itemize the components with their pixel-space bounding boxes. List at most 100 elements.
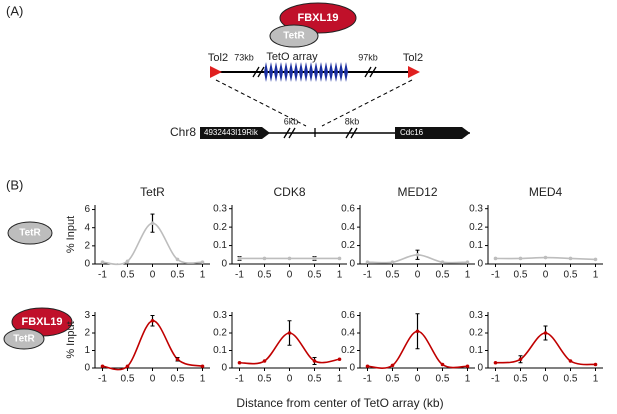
y-tick-label: 0.4 [341,328,355,339]
y-tick-label: 1 [84,345,90,356]
y-tick-label: 6 [84,204,90,215]
panel-label: (A) [6,3,23,18]
data-point [568,359,573,363]
x-tick-label: -1 [491,374,500,385]
data-point [365,260,370,264]
fbxl19-label: FBXL19 [22,316,63,328]
data-point [593,362,598,367]
chart-title: MED12 [397,185,437,199]
y-tick-label: 0.2 [213,328,227,339]
gene-box [395,127,470,139]
data-point [200,260,205,264]
x-tick-label: 1 [465,270,471,281]
y-tick-label: 0.6 [341,310,355,321]
x-tick-label: 0 [415,270,421,281]
dashed-line [321,79,413,127]
fbxl19-label: FBXL19 [298,12,339,24]
data-point [390,260,395,264]
x-tick-label: -1 [98,374,107,385]
x-tick-label: 0.5 [171,374,185,385]
x-tick-label: 0.5 [121,374,135,385]
x-tick-label: 0.5 [308,374,322,385]
data-point [312,359,317,363]
data-point [237,360,242,365]
x-tick-label: -1 [363,270,372,281]
data-point [465,364,470,369]
y-tick-label: 0.6 [341,203,355,214]
y-tick-label: 0.2 [469,222,483,233]
array-label: TetO array [266,51,318,63]
x-tick-label: 0.5 [386,270,400,281]
chart-title: CDK8 [273,185,305,199]
data-point [593,257,598,262]
y-axis-label: % Input [65,216,77,253]
y-tick-label: 0.3 [213,203,227,214]
x-tick-label: 0 [415,374,421,385]
y-tick-label: 2 [84,328,90,339]
y-tick-label: 0.2 [341,240,355,251]
teto-array [264,62,348,82]
y-tick-label: 0 [349,259,355,270]
y-tick-label: 0.4 [341,222,355,233]
distance-label: 8kb [345,116,360,126]
distance-label: 97kb [358,52,378,62]
data-point [312,256,317,261]
y-tick-label: 0.3 [469,203,483,214]
data-point [493,256,498,261]
x-tick-label: 1 [337,374,343,385]
gene-label: Cdc16 [400,128,424,137]
chart-title: TetR [140,185,165,199]
data-point [237,256,242,261]
data-point [568,256,573,261]
tetr-label: TetR [283,31,305,42]
x-tick-label: 1 [593,374,599,385]
y-tick-label: 3 [84,310,90,321]
y-tick-label: 0 [84,363,90,374]
x-tick-label: -1 [235,374,244,385]
data-point [543,331,548,335]
data-point [337,256,342,261]
data-point [518,357,523,362]
y-tick-label: 0.1 [213,240,227,251]
y-tick-label: 0.2 [341,345,355,356]
x-tick-label: 0.5 [564,270,578,281]
x-tick-label: 0.5 [121,270,135,281]
y-tick-label: 0 [84,259,90,270]
tetr-label: TetR [13,334,35,345]
x-tick-label: 0 [287,374,293,385]
tol2-arrow [210,66,222,78]
data-point [543,255,548,260]
x-tick-label: 0.5 [514,270,528,281]
data-point [100,364,105,369]
data-line [102,319,203,371]
tetr-shape [7,221,53,245]
data-point [390,363,395,368]
x-tick-label: 0.5 [514,374,528,385]
gene-box [200,127,270,139]
tetr-label: TetR [19,228,41,239]
tol2-arrow [408,66,420,78]
chromosome-label: Chr8 [170,125,196,139]
distance-label: 73kb [234,52,254,62]
data-point [365,364,370,369]
data-point [287,256,292,261]
dashed-line [215,79,307,127]
x-tick-label: 0.5 [258,374,272,385]
data-point [287,331,292,335]
y-tick-label: 0.2 [469,328,483,339]
y-tick-label: 4 [84,222,90,233]
data-point [440,362,445,367]
data-point [262,359,267,363]
data-point [100,260,105,264]
x-tick-label: 1 [465,374,471,385]
distance-label: 6kb [284,116,299,126]
y-tick-label: 0.1 [213,345,227,356]
x-tick-label: -1 [235,270,244,281]
x-tick-label: 1 [337,270,343,281]
break-marks [252,66,377,78]
x-tick-label: 0 [150,374,156,385]
x-tick-label: 0.5 [386,374,400,385]
x-tick-label: 0.5 [436,270,450,281]
tetr-shape [3,328,45,350]
x-tick-label: 0.5 [436,374,450,385]
